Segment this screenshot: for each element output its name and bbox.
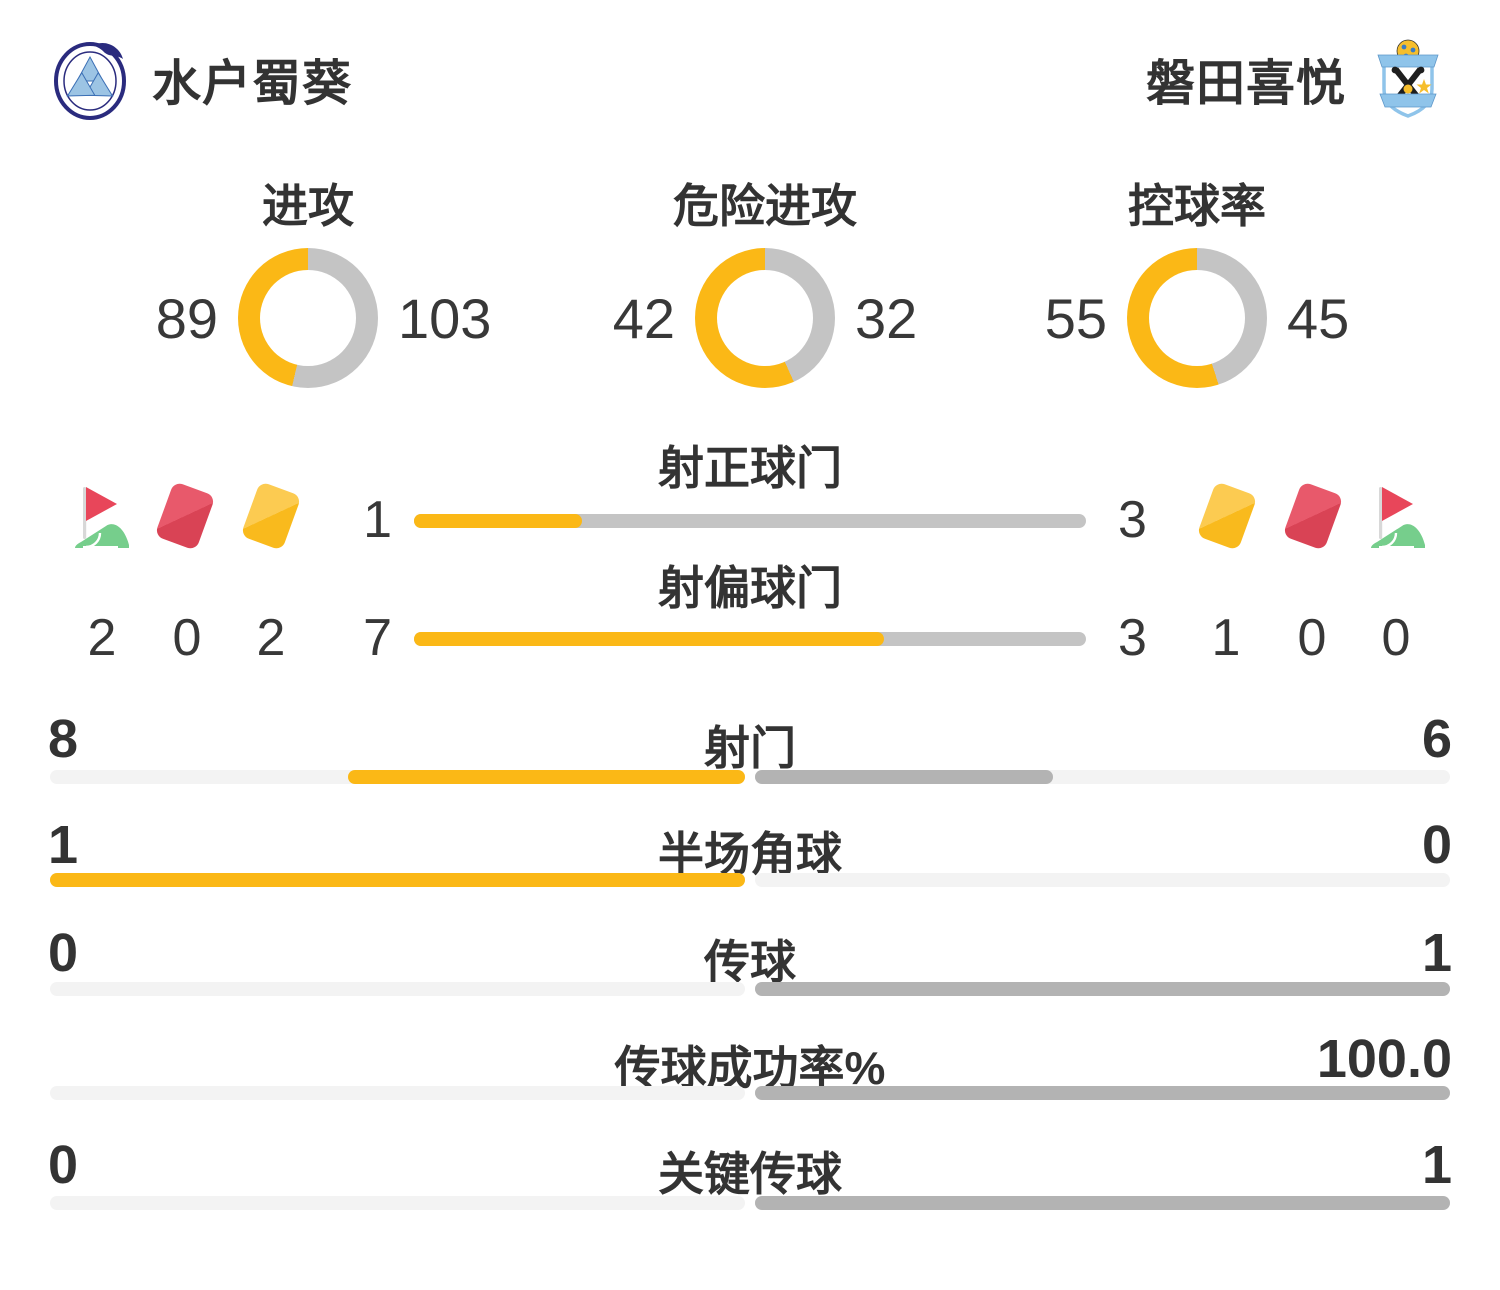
- stat-title-key-passes: 关键传球: [658, 1148, 842, 1200]
- away-value: 1: [1421, 923, 1452, 983]
- bar-pass-success-home: [50, 1086, 745, 1100]
- away-corners-count: 0: [1381, 609, 1411, 667]
- stat-title-passes: 传球: [704, 936, 796, 988]
- donut-title-attacks: 进攻: [262, 180, 354, 232]
- home-value: 89: [155, 286, 218, 350]
- away-value: 32: [855, 286, 918, 350]
- bar-key-passes-home: [50, 1196, 745, 1210]
- donut-chart-dangerous-attacks: [695, 248, 835, 388]
- away-team-header[interactable]: 磐田喜悦: [1146, 38, 1448, 120]
- donut-possession: 55 45: [977, 248, 1417, 388]
- bar-half-corners-away: [755, 873, 1450, 887]
- home-team-name: 水户蜀葵: [152, 56, 353, 111]
- home-value: 55: [1044, 286, 1107, 350]
- donut-title-dangerous-attacks: 危险进攻: [673, 180, 857, 232]
- donut-chart-possession: [1127, 248, 1267, 388]
- home-value: 42: [612, 286, 675, 350]
- home-value: 8: [48, 709, 79, 769]
- home-team-header[interactable]: 水户蜀葵: [50, 38, 352, 120]
- bar-half-corners-home: [50, 873, 745, 887]
- home-value: 1: [48, 815, 79, 875]
- bar-shots-away: [755, 770, 1450, 784]
- away-corner-flag-icon: [1368, 482, 1426, 550]
- home-team-logo: [54, 42, 126, 120]
- stat-title-shots-on-target: 射正球门: [658, 442, 842, 494]
- bar-shots-off-target: [414, 632, 1086, 646]
- bar-shots-on-target: [414, 514, 1086, 528]
- away-value: 103: [398, 286, 492, 350]
- home-value: 0: [48, 1135, 79, 1195]
- away-value: 100.0: [1316, 1029, 1452, 1089]
- away-value: 45: [1287, 286, 1350, 350]
- away-team-logo: [1377, 39, 1439, 118]
- away-yellow-cards-count: 1: [1211, 609, 1241, 667]
- away-value: 0: [1421, 815, 1452, 875]
- stat-title-pass-success: 传球成功率%: [614, 1042, 886, 1094]
- away-team-name: 磐田喜悦: [1145, 56, 1346, 111]
- away-value: 3: [1118, 491, 1147, 549]
- away-red-cards-count: 0: [1297, 609, 1327, 667]
- bar-passes-away: [755, 982, 1450, 996]
- donut-dangerous-attacks: 42 32: [545, 248, 985, 388]
- donut-attacks: 89 103: [88, 248, 528, 388]
- stat-title-shots: 射门: [704, 722, 796, 774]
- stat-title-shots-off-target: 射偏球门: [658, 562, 842, 614]
- stat-title-half-corners: 半场角球: [658, 828, 842, 880]
- donut-title-possession: 控球率: [1128, 180, 1266, 232]
- home-yellow-cards-count: 2: [256, 609, 286, 667]
- bar-passes-home: [50, 982, 745, 996]
- away-value: 1: [1421, 1135, 1452, 1195]
- home-red-cards-count: 0: [172, 609, 202, 667]
- away-value: 3: [1118, 609, 1147, 667]
- home-value: 1: [363, 491, 392, 549]
- home-corners-count: 2: [87, 609, 117, 667]
- home-value: 0: [48, 923, 79, 983]
- bar-key-passes-away: [755, 1196, 1450, 1210]
- bar-shots-home: [50, 770, 745, 784]
- away-value: 6: [1421, 709, 1452, 769]
- donut-chart-attacks: [238, 248, 378, 388]
- home-value: 7: [363, 609, 392, 667]
- home-corner-flag-icon: [72, 482, 130, 550]
- bar-pass-success-away: [755, 1086, 1450, 1100]
